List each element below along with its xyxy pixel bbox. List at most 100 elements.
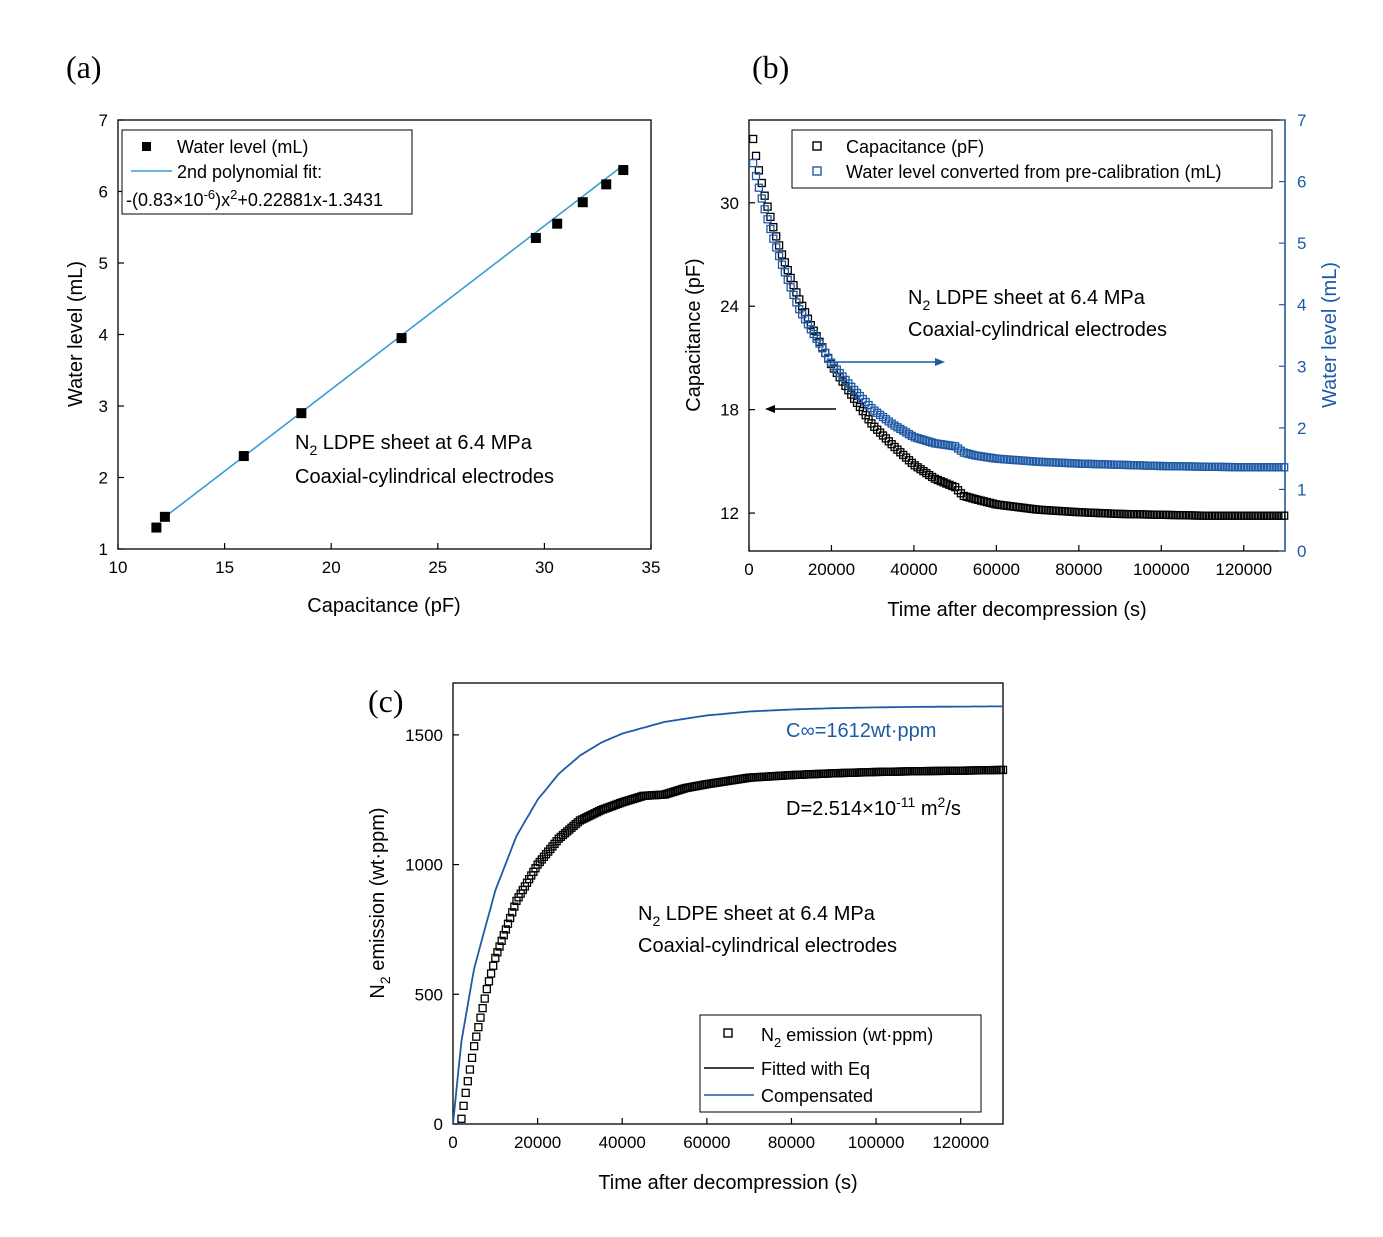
data-point bbox=[748, 158, 758, 168]
y-tick-label: 24 bbox=[720, 297, 739, 316]
y-tick-label: 7 bbox=[99, 111, 108, 130]
data-point bbox=[396, 333, 407, 344]
legend-equation: -(0.83×10-6)x2+0.22881x-1.3431 bbox=[126, 187, 383, 210]
y-tick-label: 6 bbox=[1297, 173, 1306, 192]
data-point bbox=[594, 806, 604, 816]
data-point bbox=[615, 798, 625, 808]
data-point bbox=[618, 165, 629, 176]
data-point bbox=[472, 1032, 481, 1041]
panel-c-legend: N2 emission (wt·ppm) Fitted with Eq Comp… bbox=[699, 1014, 982, 1113]
data-point bbox=[763, 215, 772, 224]
panel-c-letter: (c) bbox=[368, 683, 404, 719]
data-point bbox=[552, 837, 561, 846]
data-point bbox=[550, 839, 559, 848]
panel-b-series-capacitance bbox=[748, 134, 1289, 520]
panel-b-x-ticks: 0 20000 40000 60000 80000 100000 120000 bbox=[744, 545, 1272, 579]
y-tick-label: 4 bbox=[1297, 296, 1306, 315]
data-point bbox=[607, 802, 616, 811]
x-tick-label: 15 bbox=[215, 558, 234, 577]
panel-b-y-right-title: Water level (mL) bbox=[1319, 262, 1341, 408]
panel-b-left-arrowhead bbox=[765, 405, 775, 413]
panel-a-letter: (a) bbox=[66, 49, 102, 85]
x-tick-label: 80000 bbox=[1055, 560, 1102, 579]
legend-marker-square-open bbox=[723, 1028, 733, 1038]
data-point bbox=[474, 1023, 483, 1032]
panel-b: (b) 0 20000 40000 60000 80000 100000 120000 12… bbox=[683, 49, 1341, 621]
panel-a-y-title: Water level (mL) bbox=[65, 261, 87, 407]
data-point bbox=[760, 205, 769, 214]
x-tick-label: 120000 bbox=[1215, 560, 1272, 579]
panel-b-y-ticks: 12 18 24 30 bbox=[720, 194, 755, 523]
x-tick-label: 20000 bbox=[514, 1133, 561, 1152]
data-point bbox=[486, 969, 496, 978]
y-tick-label: 5 bbox=[1297, 234, 1306, 253]
panel-c-y-ticks: 0 500 1000 1500 bbox=[405, 726, 459, 1134]
data-point bbox=[478, 1003, 487, 1013]
x-tick-label: 10 bbox=[109, 558, 128, 577]
panel-a-fit-line bbox=[160, 164, 624, 521]
data-point bbox=[596, 805, 606, 815]
data-point bbox=[501, 925, 511, 934]
y-tick-label: 18 bbox=[720, 401, 739, 420]
data-point bbox=[159, 511, 170, 522]
data-point bbox=[533, 860, 542, 869]
data-point bbox=[480, 994, 489, 1003]
panel-c-annotation-line1: N2 LDPE sheet at 6.4 MPa bbox=[638, 903, 876, 929]
data-point bbox=[769, 234, 778, 243]
data-point bbox=[489, 961, 498, 970]
x-tick-label: 40000 bbox=[599, 1133, 646, 1152]
data-point bbox=[1280, 511, 1289, 520]
panel-c-diffusivity-label: D=2.514×10-11 m2/s bbox=[786, 794, 961, 820]
data-point bbox=[510, 902, 519, 911]
data-point bbox=[465, 1065, 475, 1074]
data-point bbox=[296, 408, 307, 419]
legend-label: Water level converted from pre-calibrati… bbox=[846, 162, 1221, 182]
data-point bbox=[505, 913, 515, 923]
panel-c-series-emission bbox=[457, 765, 1008, 1123]
data-point bbox=[476, 1013, 485, 1022]
panel-c-cinf-label: C∞=1612wt·ppm bbox=[786, 720, 936, 742]
data-point bbox=[457, 1114, 466, 1123]
data-point bbox=[601, 804, 610, 813]
y-tick-label: 1500 bbox=[405, 726, 443, 745]
y-tick-label: 1 bbox=[99, 540, 108, 559]
data-point bbox=[537, 855, 546, 864]
panel-b-right-arrowhead bbox=[935, 358, 945, 366]
y-tick-label: 3 bbox=[1297, 357, 1306, 376]
x-tick-label: 60000 bbox=[683, 1133, 730, 1152]
y-tick-label: 7 bbox=[1297, 111, 1306, 130]
y-tick-label: 3 bbox=[99, 397, 108, 416]
data-point bbox=[603, 803, 612, 812]
data-point bbox=[463, 1077, 472, 1086]
x-tick-label: 80000 bbox=[768, 1133, 815, 1152]
y-tick-label: 2 bbox=[99, 469, 108, 488]
panel-b-legend-box bbox=[791, 129, 1273, 189]
legend-marker-square-open bbox=[812, 141, 822, 151]
x-tick-label: 40000 bbox=[890, 560, 937, 579]
data-point bbox=[503, 919, 513, 928]
data-point bbox=[539, 852, 549, 861]
data-point bbox=[998, 765, 1008, 775]
data-point bbox=[548, 842, 557, 851]
x-tick-label: 0 bbox=[744, 560, 753, 579]
data-point bbox=[766, 224, 775, 234]
panel-b-y-title: Capacitance (pF) bbox=[683, 258, 705, 411]
data-point bbox=[493, 948, 502, 957]
y-tick-label: 500 bbox=[415, 985, 443, 1004]
y-tick-label: 5 bbox=[99, 254, 108, 273]
x-tick-label: 20000 bbox=[808, 560, 855, 579]
panel-a-x-ticks: 10 15 20 25 30 35 bbox=[109, 543, 660, 577]
x-tick-label: 120000 bbox=[932, 1133, 989, 1152]
legend-label: Water level (mL) bbox=[177, 137, 308, 157]
panel-c-frame bbox=[452, 682, 1004, 1125]
legend-marker-square-filled bbox=[142, 142, 151, 151]
panel-c-x-title: Time after decompression (s) bbox=[598, 1172, 857, 1194]
legend-label: Fitted with Eq bbox=[761, 1059, 870, 1079]
data-point bbox=[470, 1042, 479, 1051]
data-point bbox=[535, 857, 544, 867]
y-tick-label: 4 bbox=[99, 326, 108, 345]
panel-a-legend-box bbox=[121, 129, 413, 215]
data-point bbox=[461, 1088, 470, 1098]
y-tick-label: 6 bbox=[99, 183, 108, 202]
data-point bbox=[151, 522, 162, 533]
